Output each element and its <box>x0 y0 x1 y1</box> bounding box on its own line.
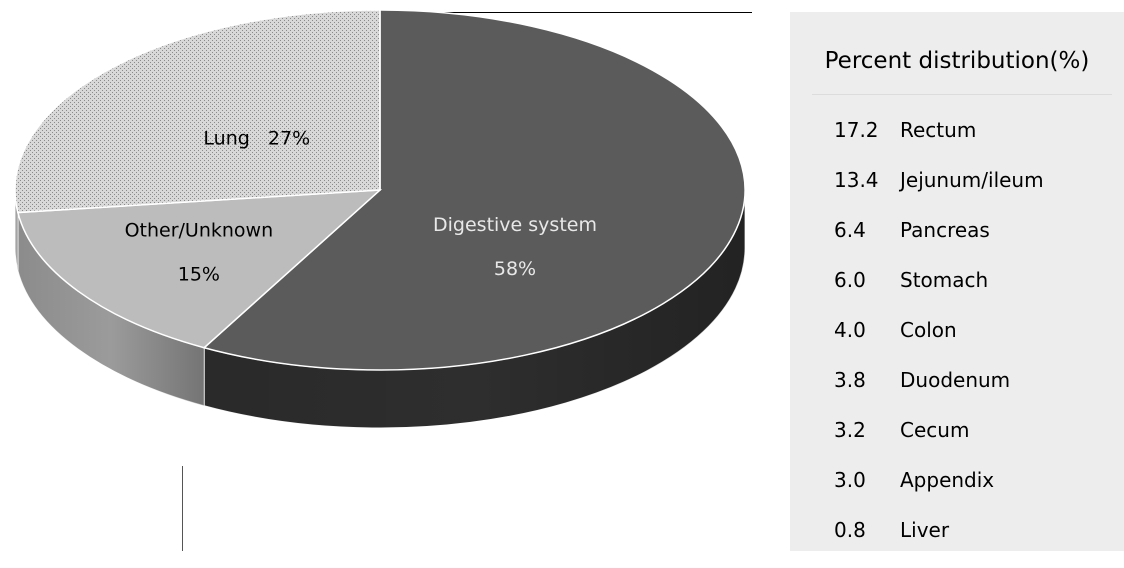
breakdown-value: 0.8 <box>834 518 866 542</box>
breakdown-row-pancreas: 6.4 Pancreas <box>790 218 1124 268</box>
breakdown-site: Colon <box>900 318 957 342</box>
breakdown-row-colon: 4.0 Colon <box>790 318 1124 368</box>
pie-percent-digestive-system: 58% <box>494 258 536 280</box>
breakdown-row-stomach: 6.0 Stomach <box>790 268 1124 318</box>
top-divider-line <box>380 12 752 13</box>
pie-slice-other-unknown <box>16 189 383 349</box>
leader-line <box>182 466 183 551</box>
breakdown-divider <box>812 94 1112 95</box>
percent-distribution-panel: Percent distribution(%) 17.2 Rectum 13.4… <box>790 12 1124 551</box>
breakdown-title: Percent distribution(%) <box>824 48 1090 74</box>
breakdown-site: Jejunum/ileum <box>900 168 1044 192</box>
breakdown-row-rectum: 17.2 Rectum <box>790 118 1124 168</box>
breakdown-row-jejunum-ileum: 13.4 Jejunum/ileum <box>790 168 1124 218</box>
breakdown-value: 3.0 <box>834 468 866 492</box>
breakdown-row-cecum: 3.2 Cecum <box>790 418 1124 468</box>
breakdown-site: Duodenum <box>900 368 1011 392</box>
pie-side-shade <box>17 212 205 406</box>
breakdown-row-duodenum: 3.8 Duodenum <box>790 368 1124 418</box>
pie-label-digestive-system: Digestive system <box>433 214 597 236</box>
pie-percent-other-unknown: 15% <box>178 264 220 286</box>
breakdown-row-appendix: 3.0 Appendix <box>790 468 1124 518</box>
breakdown-value: 13.4 <box>834 168 879 192</box>
breakdown-site: Cecum <box>900 418 970 442</box>
breakdown-site: Liver <box>900 518 950 542</box>
breakdown-value: 6.0 <box>834 268 866 292</box>
pie-label-other-unknown: Other/Unknown <box>125 220 274 242</box>
breakdown-value: 3.2 <box>834 418 866 442</box>
breakdown-value: 4.0 <box>834 318 866 342</box>
breakdown-site: Pancreas <box>900 218 990 242</box>
breakdown-value: 17.2 <box>834 118 879 142</box>
breakdown-site: Stomach <box>900 268 989 292</box>
pie-chart: Digestive system 58% Other/Unknown 15% Lung … <box>14 9 746 429</box>
pie-slice-lung <box>14 9 381 214</box>
breakdown-site: Rectum <box>900 118 977 142</box>
breakdown-list: 17.2 Rectum 13.4 Jejunum/ileum 6.4 Pancr… <box>790 118 1124 568</box>
pie-side-shade <box>204 190 745 428</box>
breakdown-value: 3.8 <box>834 368 866 392</box>
breakdown-site: Appendix <box>900 468 995 492</box>
pie-label-lung: Lung 27% <box>203 127 310 149</box>
breakdown-row-liver: 0.8 Liver <box>790 518 1124 568</box>
breakdown-value: 6.4 <box>834 218 866 242</box>
pie-slice-digestive-system <box>202 9 746 371</box>
